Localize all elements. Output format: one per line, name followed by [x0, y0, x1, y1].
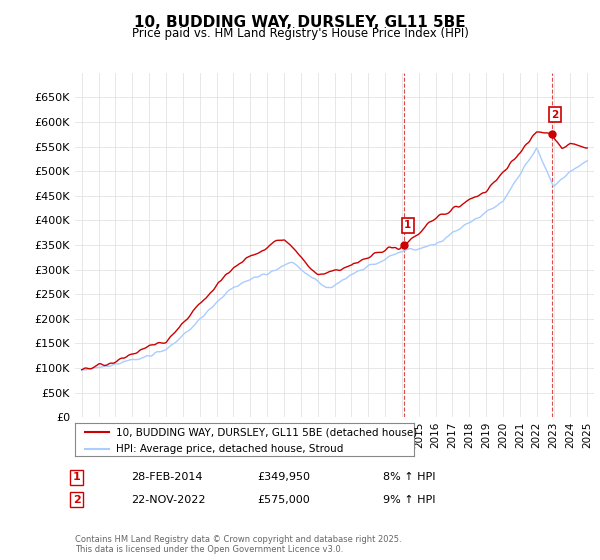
Text: 9% ↑ HPI: 9% ↑ HPI: [383, 494, 436, 505]
Text: 10, BUDDING WAY, DURSLEY, GL11 5BE (detached house): 10, BUDDING WAY, DURSLEY, GL11 5BE (deta…: [116, 427, 417, 437]
Text: 10, BUDDING WAY, DURSLEY, GL11 5BE: 10, BUDDING WAY, DURSLEY, GL11 5BE: [134, 15, 466, 30]
Text: £349,950: £349,950: [257, 472, 310, 482]
Text: £575,000: £575,000: [257, 494, 310, 505]
Text: 22-NOV-2022: 22-NOV-2022: [131, 494, 205, 505]
Text: 1: 1: [73, 472, 80, 482]
Text: 2: 2: [73, 494, 80, 505]
Text: Price paid vs. HM Land Registry's House Price Index (HPI): Price paid vs. HM Land Registry's House …: [131, 27, 469, 40]
Text: 2: 2: [551, 110, 559, 119]
Text: HPI: Average price, detached house, Stroud: HPI: Average price, detached house, Stro…: [116, 444, 343, 454]
Text: Contains HM Land Registry data © Crown copyright and database right 2025.
This d: Contains HM Land Registry data © Crown c…: [75, 535, 401, 554]
Text: 1: 1: [404, 220, 412, 230]
Text: 8% ↑ HPI: 8% ↑ HPI: [383, 472, 436, 482]
Text: 28-FEB-2014: 28-FEB-2014: [131, 472, 202, 482]
